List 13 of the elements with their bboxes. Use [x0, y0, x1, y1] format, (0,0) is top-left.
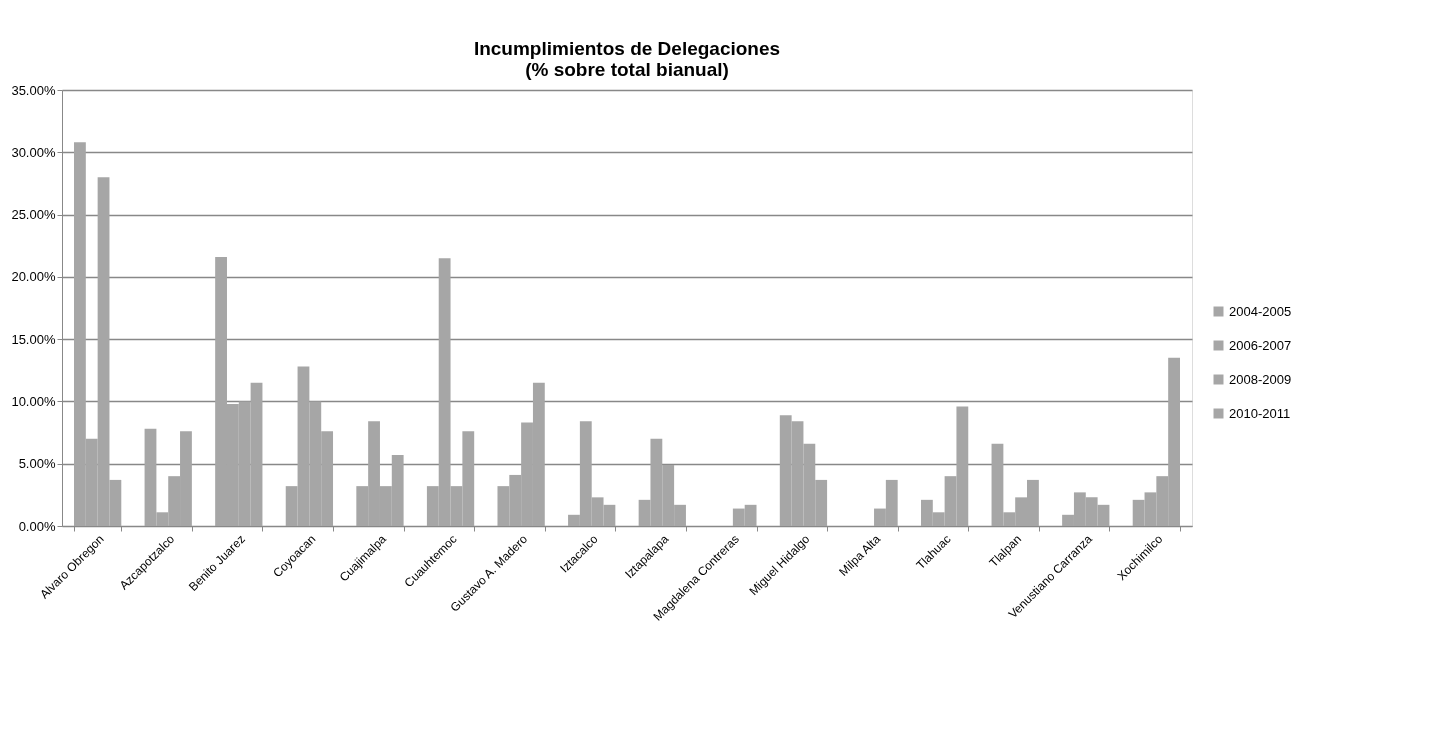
legend-label: 2010-2011	[1229, 405, 1291, 421]
y-tick-label: 15.00%	[11, 331, 56, 347]
legend-label: 2006-2007	[1229, 337, 1292, 353]
y-tick-label: 0.00%	[18, 518, 56, 534]
y-tick-label: 10.00%	[11, 393, 56, 409]
y-tick-label: 5.00%	[18, 456, 56, 472]
y-tick-label: 30.00%	[11, 144, 56, 160]
legend-label: 2008-2009	[1229, 371, 1292, 387]
legend-label: 2004-2005	[1229, 303, 1292, 319]
chart-title: Incumplimientos de Delegaciones (% sobre total bianual)	[473, 38, 781, 80]
y-tick-label: 25.00%	[11, 207, 56, 223]
y-tick-label: 20.00%	[11, 269, 56, 285]
y-tick-label: 35.00%	[11, 82, 56, 98]
